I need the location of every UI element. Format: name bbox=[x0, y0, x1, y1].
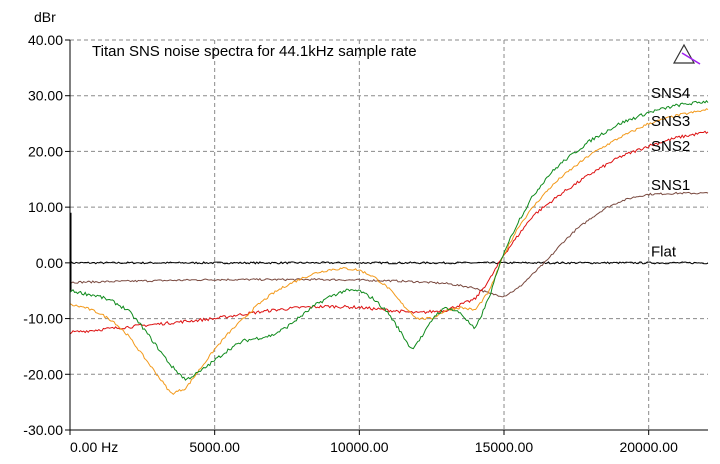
autoscale-triangle-icon[interactable] bbox=[672, 43, 701, 65]
series-group bbox=[69, 99, 709, 395]
y-tick-label: 0.00 bbox=[36, 255, 63, 271]
y-tick-label: -20.00 bbox=[23, 366, 63, 382]
x-tick-label: 5000.00 bbox=[189, 439, 240, 455]
series-line-sns4 bbox=[69, 99, 709, 381]
series-labels: Flat SNS1 SNS2 SNS3 SNS4 bbox=[651, 85, 690, 261]
y-tick-label: 20.00 bbox=[28, 143, 63, 159]
series-line-sns2 bbox=[69, 130, 709, 335]
series-label-flat: Flat bbox=[651, 244, 677, 261]
y-tick-label: 30.00 bbox=[28, 88, 63, 104]
x-tick-label: 20000.00 bbox=[619, 439, 678, 455]
chart-title: Titan SNS noise spectra for 44.1kHz samp… bbox=[92, 43, 417, 60]
y-tick-labels: 40.00 30.00 20.00 10.00 0.00 -10.00 -20.00 -30.… bbox=[23, 32, 70, 438]
plot-area bbox=[70, 40, 708, 430]
x-tick-label: 10000.00 bbox=[330, 439, 389, 455]
series-line-flat bbox=[69, 261, 709, 265]
series-label-sns3: SNS3 bbox=[651, 113, 690, 130]
series-label-sns2: SNS2 bbox=[651, 138, 690, 155]
x-tick-label: 15000.00 bbox=[475, 439, 534, 455]
grid bbox=[70, 39, 708, 430]
series-label-sns1: SNS1 bbox=[651, 177, 690, 194]
x-tick-label: 0.00 Hz bbox=[70, 439, 118, 455]
series-line-sns3 bbox=[69, 108, 709, 395]
y-tick-label: -30.00 bbox=[23, 422, 63, 438]
y-tick-label: 10.00 bbox=[28, 199, 63, 215]
y-tick-label: 40.00 bbox=[28, 32, 63, 48]
x-tick-labels: 0.00 Hz 5000.00 10000.00 15000.00 20000.00 bbox=[69, 430, 678, 455]
series-label-sns4: SNS4 bbox=[651, 85, 690, 102]
y-tick-label: -10.00 bbox=[23, 311, 63, 327]
y-axis-unit-label: dBr bbox=[34, 9, 56, 25]
series-line-sns1 bbox=[69, 191, 709, 298]
